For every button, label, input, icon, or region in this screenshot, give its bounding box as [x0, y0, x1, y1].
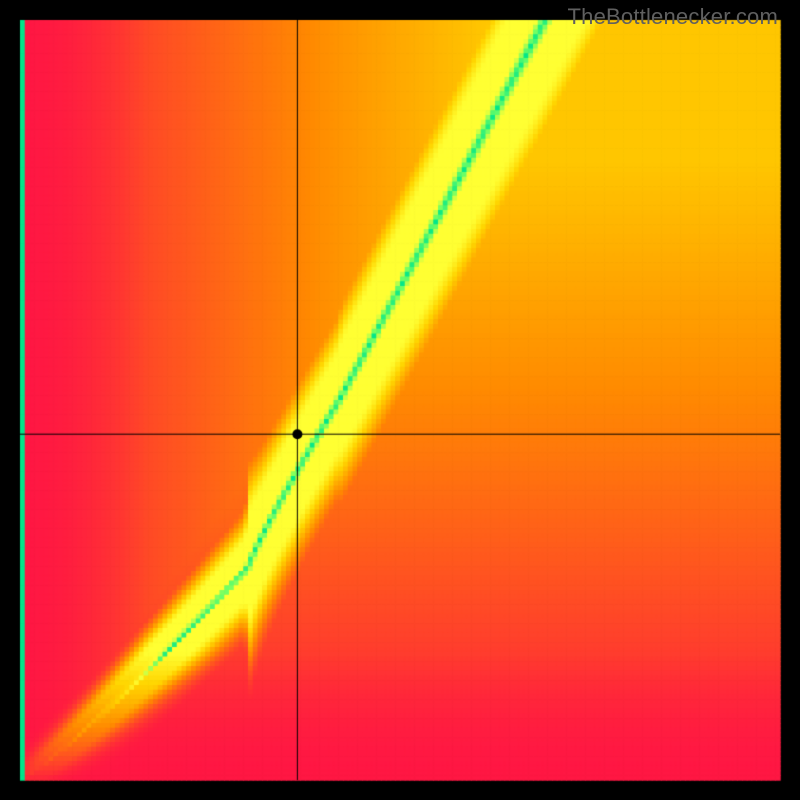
bottleneck-heatmap-canvas [0, 0, 800, 800]
watermark-text: TheBottlenecker.com [568, 4, 778, 30]
chart-container: TheBottlenecker.com [0, 0, 800, 800]
